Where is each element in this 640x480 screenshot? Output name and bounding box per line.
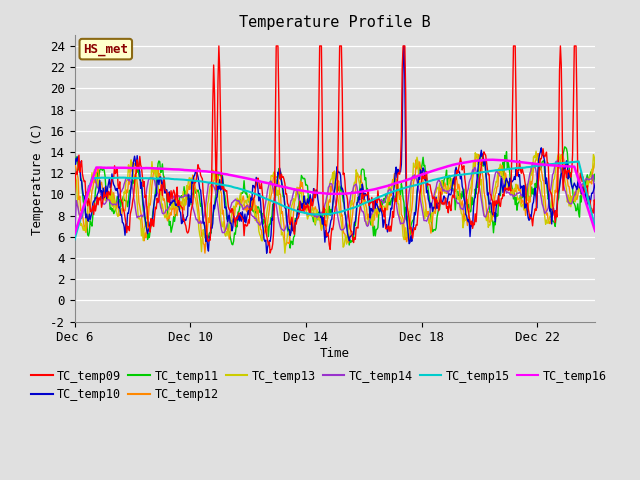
Legend: TC_temp09, TC_temp10, TC_temp11, TC_temp12, TC_temp13, TC_temp14, TC_temp15, TC_: TC_temp09, TC_temp10, TC_temp11, TC_temp… [26, 365, 612, 406]
Text: HS_met: HS_met [83, 43, 128, 56]
Y-axis label: Temperature (C): Temperature (C) [31, 122, 44, 235]
X-axis label: Time: Time [320, 347, 350, 360]
Title: Temperature Profile B: Temperature Profile B [239, 15, 431, 30]
